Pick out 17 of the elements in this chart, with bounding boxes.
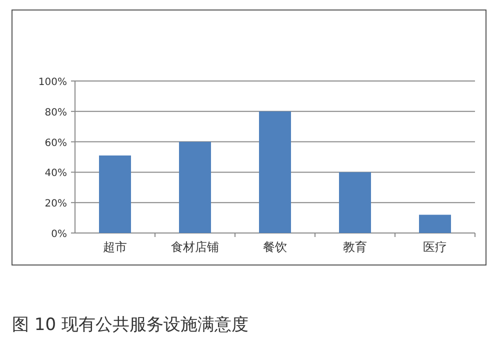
text: 图 10 现有公共服务设施满意度	[12, 315, 248, 335]
bar	[339, 172, 371, 233]
y-tick-label: 100%	[38, 77, 67, 88]
y-tick-label: 60%	[44, 138, 67, 149]
bar	[419, 214, 451, 233]
x-tick-label: 教育	[343, 240, 367, 254]
x-tick-label: 医疗	[423, 240, 447, 254]
y-tick-label: 0%	[51, 229, 67, 240]
y-tick-label: 80%	[44, 107, 67, 118]
y-tick-label: 20%	[44, 198, 67, 210]
y-tick-label: 40%	[44, 168, 67, 180]
bar	[259, 111, 291, 233]
x-tick-label: 餐饮	[263, 240, 287, 254]
x-tick-label: 超市	[103, 240, 127, 254]
bar	[99, 155, 131, 233]
bar	[179, 142, 211, 233]
x-tick-label: 食材店铺	[171, 240, 219, 254]
